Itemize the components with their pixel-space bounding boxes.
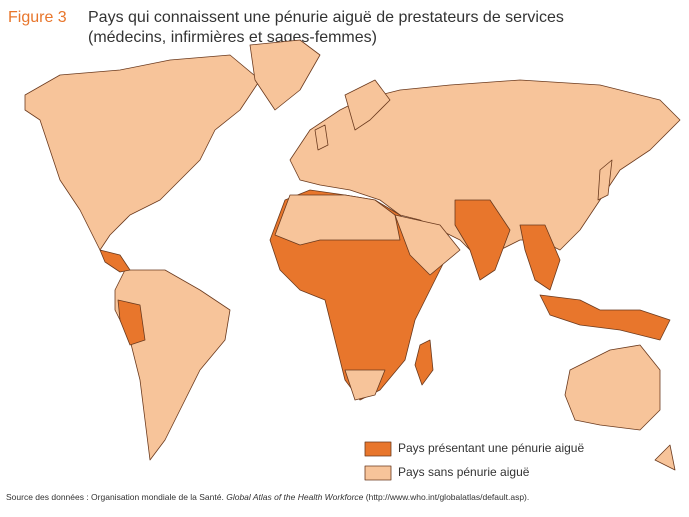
source: Source des données : Organisation mondia… (6, 492, 529, 502)
legend-label: Pays présentant une pénurie aiguë (398, 441, 584, 455)
new-zealand (654, 444, 676, 471)
world-map (24, 39, 681, 471)
greenland (249, 39, 321, 111)
legend-swatch (364, 465, 392, 481)
madagascar (414, 339, 434, 386)
uk (314, 124, 329, 151)
scandinavia (344, 79, 391, 131)
australia (564, 344, 661, 431)
japan (597, 159, 613, 201)
source-suffix: (http://www.who.int/globalatlas/default.… (366, 492, 529, 502)
figure-label: Figure 3 (8, 9, 67, 26)
indonesia (539, 294, 671, 341)
southern-africa (344, 369, 386, 401)
title: Pays qui connaissent une pénurie aiguë d… (88, 9, 564, 26)
south-america (114, 269, 231, 461)
south-asia (454, 199, 511, 281)
north-africa (274, 194, 401, 246)
legend-swatch (364, 441, 392, 457)
eurasia (289, 79, 681, 261)
arabia (394, 214, 461, 276)
legend-label: Pays sans pénurie aiguë (398, 465, 530, 479)
southeast-asia (519, 224, 561, 291)
source-italic: Global Atlas of the Health Workforce (226, 492, 363, 502)
central-america (99, 249, 131, 273)
peru (117, 299, 146, 346)
north-america (24, 54, 261, 251)
title: (médecins, infirmières et sages-femmes) (88, 29, 377, 46)
source-prefix: Source des données : Organisation mondia… (6, 492, 224, 502)
